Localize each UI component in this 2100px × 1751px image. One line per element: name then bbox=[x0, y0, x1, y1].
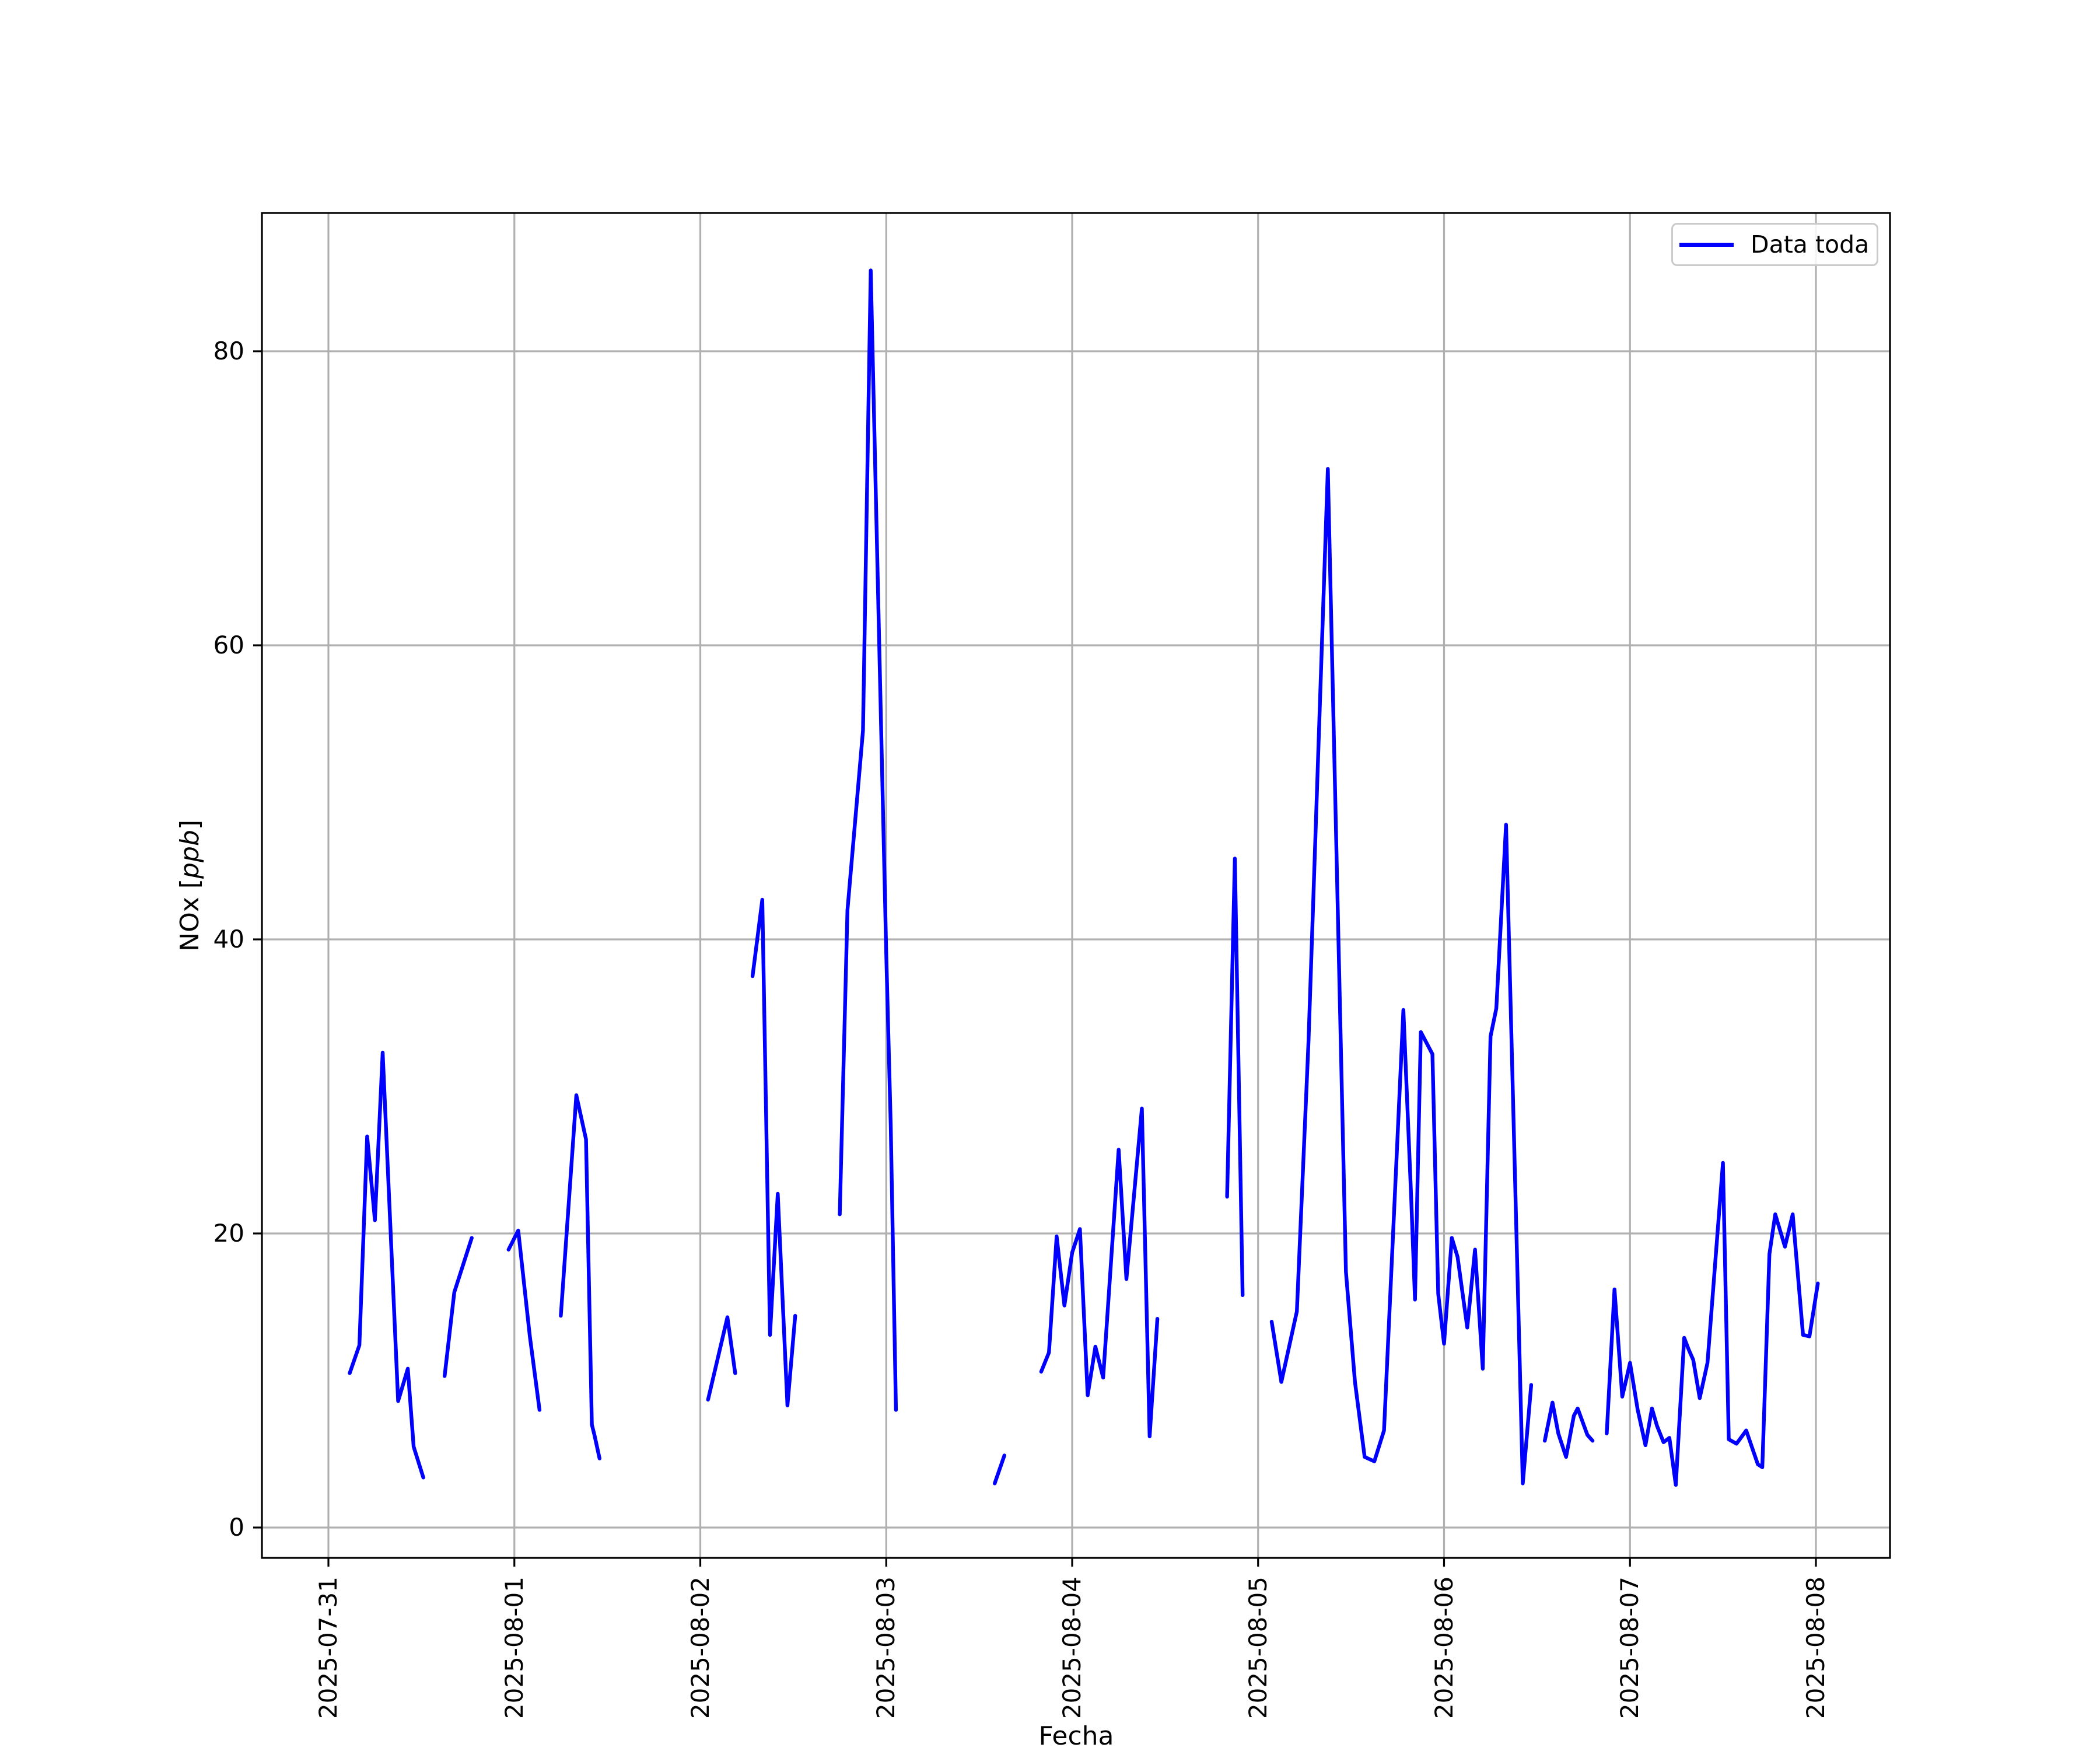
legend-label: Data toda bbox=[1751, 230, 1870, 258]
axes-spines bbox=[261, 212, 1891, 1559]
x-tick-label: 2025-08-07 bbox=[1615, 1577, 1644, 1719]
y-tick-label: 80 bbox=[213, 337, 244, 365]
y-tick-label: 0 bbox=[229, 1513, 244, 1542]
y-axis-label-suffix: ] bbox=[175, 820, 205, 830]
data-line-segment bbox=[706, 1315, 737, 1402]
data-line-segment bbox=[1543, 1400, 1595, 1459]
y-axis-label-unit: ppb bbox=[175, 830, 205, 879]
x-tick-label: 2025-08-01 bbox=[499, 1577, 528, 1719]
data-line-segment bbox=[1225, 857, 1245, 1297]
y-axis-label: NOx [ppb] bbox=[175, 820, 205, 952]
data-line-segment bbox=[1039, 1106, 1160, 1438]
data-line-segment bbox=[1269, 467, 1534, 1486]
x-tick-label: 2025-08-03 bbox=[872, 1577, 901, 1719]
x-tick-label: 2025-08-04 bbox=[1058, 1577, 1086, 1719]
y-tick-label: 20 bbox=[213, 1219, 244, 1247]
data-line-segment bbox=[348, 1050, 425, 1480]
legend-line-swatch bbox=[1679, 242, 1734, 247]
x-axis-label: Fecha bbox=[1038, 1721, 1114, 1751]
x-tick-label: 2025-08-02 bbox=[685, 1577, 715, 1719]
data-line-segment bbox=[993, 1453, 1006, 1486]
y-tick-label: 60 bbox=[213, 631, 244, 659]
x-tick-label: 2025-08-06 bbox=[1429, 1577, 1458, 1719]
data-line-segment bbox=[1605, 1161, 1820, 1487]
y-axis-label-prefix: NOx [ bbox=[175, 878, 205, 952]
data-line-segment bbox=[750, 897, 797, 1407]
data-line-segment bbox=[443, 1236, 474, 1378]
data-line-segment bbox=[559, 1093, 601, 1460]
y-tick-label: 40 bbox=[213, 925, 244, 953]
x-tick-label: 2025-08-08 bbox=[1801, 1577, 1830, 1719]
data-line-segment bbox=[838, 268, 898, 1412]
x-tick-label: 2025-08-05 bbox=[1243, 1577, 1272, 1719]
legend: Data toda bbox=[1671, 223, 1878, 266]
x-tick-label: 2025-07-31 bbox=[314, 1577, 342, 1719]
data-line-segment bbox=[506, 1228, 542, 1412]
